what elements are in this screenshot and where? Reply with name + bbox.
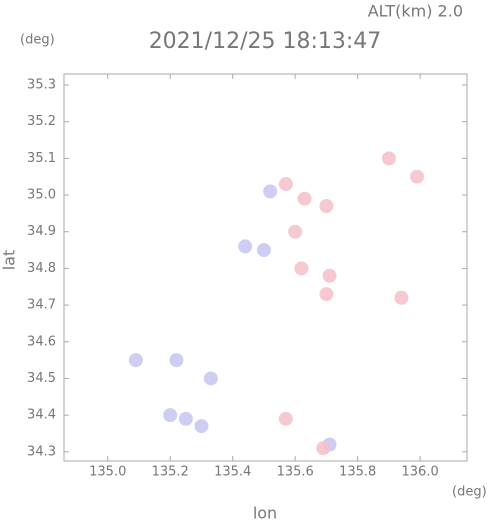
- echo-blob: [178, 411, 193, 426]
- x-tick-label: 135.2: [152, 465, 189, 480]
- echo-blob: [163, 408, 178, 423]
- echo-blob: [128, 353, 143, 368]
- y-axis-label: lat: [0, 250, 19, 271]
- x-tick-label: 136.0: [402, 465, 439, 480]
- echo-blob: [288, 224, 303, 239]
- x-unit: (deg): [452, 485, 487, 500]
- echo-blob: [256, 243, 271, 258]
- y-unit: (deg): [20, 33, 55, 48]
- y-tick-label: 34.6: [27, 334, 56, 349]
- echo-blob: [297, 191, 312, 206]
- y-tick-label: 35.0: [27, 188, 56, 203]
- echo-blob: [319, 199, 334, 214]
- x-tick-label: 135.4: [214, 465, 251, 480]
- x-tick-label: 135.8: [339, 465, 376, 480]
- y-tick-label: 35.1: [27, 151, 56, 166]
- echo-blob: [238, 239, 253, 254]
- altitude-label: ALT(km) 2.0: [368, 2, 463, 21]
- y-tick-label: 34.8: [27, 261, 56, 276]
- plot-frame: [63, 73, 468, 462]
- y-tick-label: 34.9: [27, 224, 56, 239]
- echo-blob: [394, 290, 409, 305]
- x-tick-label: 135.6: [277, 465, 314, 480]
- echo-blob: [169, 353, 184, 368]
- echo-blob: [263, 184, 278, 199]
- echo-blob: [194, 419, 209, 434]
- echo-blob: [316, 441, 331, 456]
- y-tick-label: 35.3: [27, 78, 56, 93]
- echo-blob: [410, 169, 425, 184]
- echo-blob: [294, 261, 309, 276]
- echo-blob: [278, 177, 293, 192]
- y-tick-label: 35.2: [27, 114, 56, 129]
- x-axis-label: lon: [253, 504, 277, 521]
- y-tick-label: 34.3: [27, 444, 56, 459]
- chart-title: 2021/12/25 18:13:47: [149, 29, 382, 54]
- echo-blob: [278, 411, 293, 426]
- x-tick-label: 135.0: [89, 465, 126, 480]
- echo-blob: [203, 371, 218, 386]
- echo-blob: [322, 268, 337, 283]
- y-tick-label: 34.5: [27, 371, 56, 386]
- echo-blob: [319, 287, 334, 302]
- y-tick-label: 34.4: [27, 408, 56, 423]
- y-tick-label: 34.7: [27, 298, 56, 313]
- echo-blob: [381, 151, 396, 166]
